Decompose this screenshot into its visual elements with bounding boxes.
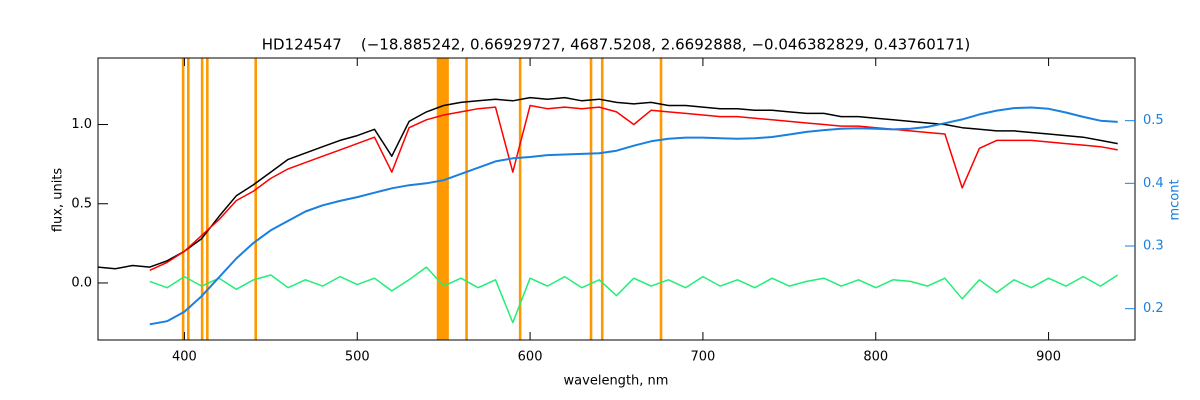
y-tick-label: 1.0 xyxy=(71,117,92,132)
mask-band xyxy=(600,58,604,340)
plot-frame xyxy=(97,57,1136,341)
mask-band xyxy=(206,58,209,340)
mask-band xyxy=(518,58,522,340)
series-line xyxy=(149,266,1119,324)
mask-band xyxy=(187,58,190,340)
mask-band xyxy=(254,58,258,340)
mask-band xyxy=(181,58,185,340)
mask-band xyxy=(436,58,449,340)
mask-band xyxy=(659,58,663,340)
x-tick-label: 800 xyxy=(863,350,888,365)
y2-tick-label: 0.4 xyxy=(1143,176,1164,191)
y-axis-label: flux, units xyxy=(51,168,66,233)
x-tick-label: 700 xyxy=(691,350,716,365)
series-line xyxy=(149,104,1118,271)
y2-tick-label: 0.5 xyxy=(1143,113,1164,128)
x-tick-label: 900 xyxy=(1036,350,1061,365)
y2-axis-label: mcont xyxy=(1168,179,1183,220)
mask-band xyxy=(589,58,593,340)
mask-band xyxy=(465,58,468,340)
series-line xyxy=(149,106,1118,326)
x-tick-label: 500 xyxy=(345,350,370,365)
mask-band xyxy=(200,58,204,340)
x-axis-label: wavelength, nm xyxy=(564,374,669,389)
x-tick-label: 600 xyxy=(518,350,543,365)
series-line xyxy=(97,96,1118,270)
x-tick-label: 400 xyxy=(172,350,197,365)
y2-tick-label: 0.2 xyxy=(1143,301,1164,316)
y-tick-label: 0.5 xyxy=(71,196,92,211)
chart-title: HD124547 (−18.885242, 0.66929727, 4687.5… xyxy=(262,36,971,54)
y-tick-label: 0.0 xyxy=(71,275,92,290)
y2-tick-label: 0.3 xyxy=(1143,239,1164,254)
